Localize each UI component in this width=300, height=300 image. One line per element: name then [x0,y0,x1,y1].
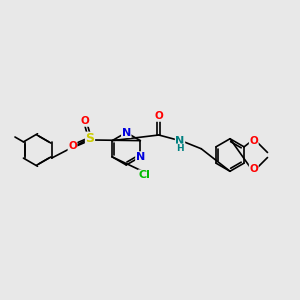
Text: H: H [176,144,184,153]
Text: O: O [154,111,163,121]
Text: S: S [85,132,94,145]
Text: N: N [176,136,184,146]
Text: N: N [122,128,131,137]
Text: O: O [81,116,89,126]
Text: O: O [249,164,258,174]
Text: O: O [249,136,258,146]
Text: N: N [136,152,145,162]
Text: O: O [68,141,77,151]
Text: Cl: Cl [139,170,150,180]
